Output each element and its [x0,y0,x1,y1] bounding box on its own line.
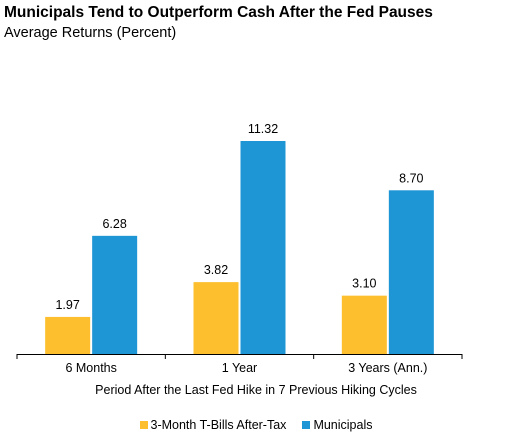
x-axis-title: Period After the Last Fed Hike in 7 Prev… [95,383,417,397]
data-label-municipals-1: 11.32 [248,122,278,136]
legend-label-tbills: 3-Month T-Bills After-Tax [150,418,287,432]
bar-tbills-0 [45,316,91,354]
legend-item-municipals: Municipals [302,418,373,432]
bar-municipals-2 [388,190,434,354]
data-label-tbills-0: 1.97 [55,298,79,312]
data-label-tbills-2: 3.10 [352,277,376,291]
chart-subtitle: Average Returns (Percent) [4,25,177,41]
x-tick-label-2: 3 Years (Ann.) [348,361,427,375]
bar-municipals-0 [92,235,138,354]
x-tick-label-0: 6 Months [65,361,116,375]
data-label-municipals-2: 8.70 [399,171,423,185]
legend: 3-Month T-Bills After-Tax Municipals [0,418,512,432]
legend-label-municipals: Municipals [313,418,373,432]
data-label-tbills-1: 3.82 [204,263,228,277]
legend-swatch-tbills [139,421,148,429]
chart-title: Municipals Tend to Outperform Cash After… [4,4,433,21]
legend-item-tbills: 3-Month T-Bills After-Tax [139,418,287,432]
x-tick-label-1: 1 Year [222,361,257,375]
bar-municipals-1 [240,141,286,354]
bar-tbills-1 [193,282,239,354]
bar-tbills-2 [341,295,387,354]
data-label-municipals-0: 6.28 [102,217,126,231]
legend-swatch-municipals [302,421,311,429]
